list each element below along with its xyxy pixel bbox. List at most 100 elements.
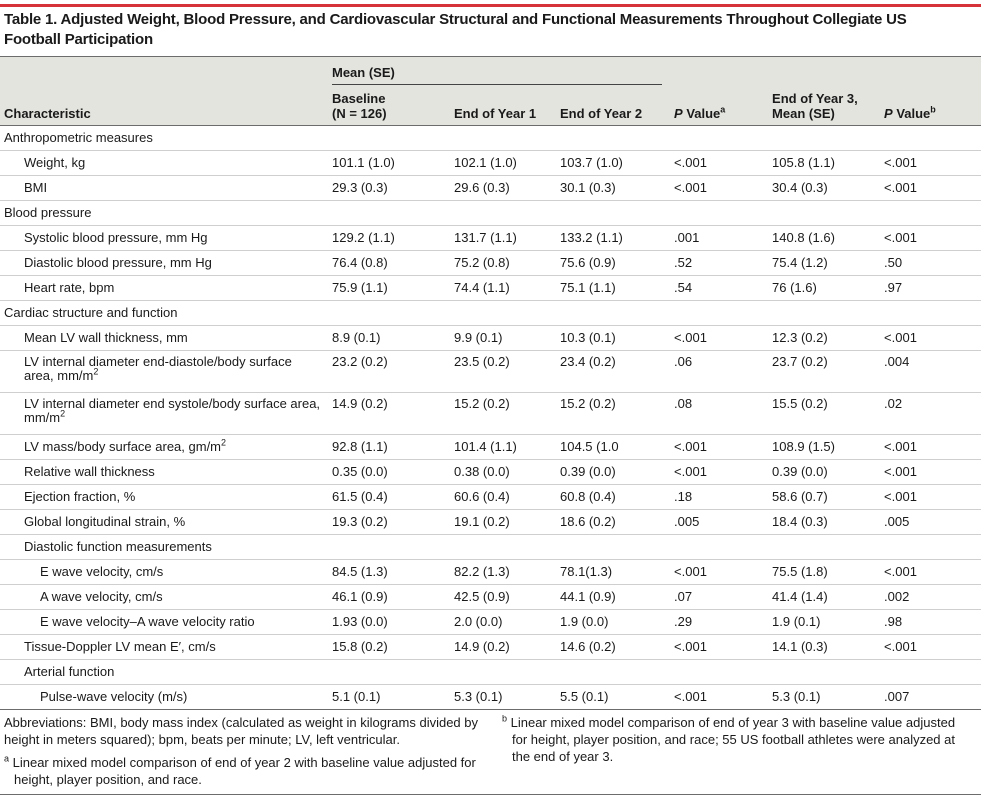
cell-pvalue-b <box>880 534 981 560</box>
cell-baseline: 46.1 (0.9) <box>328 584 450 610</box>
header-pvalue-b-rest: Value <box>892 106 931 121</box>
data-table: Mean (SE) Characteristic Baseline (N = 1… <box>0 57 981 710</box>
header-year3: End of Year 3, Mean (SE) <box>768 89 881 126</box>
cell-baseline: 84.5 (1.3) <box>328 559 450 585</box>
table-row: LV mass/body surface area, gm/m2 92.8 (1.… <box>0 434 981 460</box>
table-row: Cardiac structure and function <box>0 300 981 326</box>
header-pvalue-b: P Valueb <box>880 89 981 126</box>
cell-baseline: 76.4 (0.8) <box>328 250 450 276</box>
row-label: A wave velocity, cm/s <box>40 589 163 604</box>
cell-year2: 104.5 (1.0 <box>556 434 671 460</box>
cell-pvalue-b: <.001 <box>880 634 981 660</box>
row-label: Mean LV wall thickness, mm <box>24 330 188 345</box>
cell-pvalue-a <box>670 659 769 685</box>
table-row: Arterial function <box>0 659 981 685</box>
row-label: Diastolic blood pressure, mm Hg <box>24 255 212 270</box>
header-baseline: Baseline (N = 126) <box>328 89 450 126</box>
cell-year3: 140.8 (1.6) <box>768 225 881 251</box>
bottom-rule <box>0 794 981 795</box>
cell-baseline: 19.3 (0.2) <box>328 509 450 535</box>
cell-year2: 14.6 (0.2) <box>556 634 671 660</box>
cell-year2: 75.6 (0.9) <box>556 250 671 276</box>
row-label: Anthropometric measures <box>4 130 153 145</box>
cell-year3 <box>768 534 881 560</box>
cell-baseline: 5.1 (0.1) <box>328 684 450 710</box>
row-characteristic: E wave velocity, cm/s <box>0 559 328 585</box>
header-baseline-line1: Baseline <box>332 91 386 106</box>
row-characteristic: Cardiac structure and function <box>0 300 328 326</box>
row-label: LV mass/body surface area, gm/m <box>24 439 222 454</box>
cell-pvalue-a: <.001 <box>670 559 769 585</box>
row-characteristic: E wave velocity–A wave velocity ratio <box>0 609 328 635</box>
cell-year3: 58.6 (0.7) <box>768 484 881 510</box>
row-label: BMI <box>24 180 48 195</box>
header-baseline-line2: (N = 126) <box>332 106 387 121</box>
cell-pvalue-a: <.001 <box>670 150 769 176</box>
cell-baseline <box>328 200 450 226</box>
cell-pvalue-a: <.001 <box>670 325 769 351</box>
header-pvalue-a-rest: Value <box>682 106 721 121</box>
cell-year3: 5.3 (0.1) <box>768 684 881 710</box>
table-row: Global longitudinal strain, % 19.3 (0.2) 1… <box>0 509 981 535</box>
row-label: E wave velocity, cm/s <box>40 564 164 579</box>
cell-year3: 76 (1.6) <box>768 275 881 301</box>
cell-pvalue-b: <.001 <box>880 150 981 176</box>
cell-year3: 75.5 (1.8) <box>768 559 881 585</box>
cell-year2: 10.3 (0.1) <box>556 325 671 351</box>
row-characteristic: Mean LV wall thickness, mm <box>0 325 328 351</box>
cell-year1: 15.2 (0.2) <box>450 392 556 435</box>
row-label: LV internal diameter end-diastole/body s… <box>24 354 292 383</box>
cell-year1 <box>450 200 556 226</box>
cell-pvalue-a: <.001 <box>670 634 769 660</box>
table-row: BMI 29.3 (0.3) 29.6 (0.3) 30.1 (0.3) <.001 30… <box>0 175 981 201</box>
table-row: Diastolic blood pressure, mm Hg 76.4 (0.8… <box>0 250 981 276</box>
row-label: Arterial function <box>24 664 115 679</box>
row-label: Cardiac structure and function <box>4 305 178 320</box>
cell-baseline: 75.9 (1.1) <box>328 275 450 301</box>
row-label: Blood pressure <box>4 205 92 220</box>
footnote-b: b Linear mixed model comparison of end o… <box>502 714 972 765</box>
footnote-a-mark: a <box>4 753 10 764</box>
cell-year3: 105.8 (1.1) <box>768 150 881 176</box>
cell-year3 <box>768 659 881 685</box>
cell-year2 <box>556 200 671 226</box>
table-row: E wave velocity–A wave velocity ratio 1.9… <box>0 609 981 635</box>
row-characteristic: Global longitudinal strain, % <box>0 509 328 535</box>
cell-year1: 0.38 (0.0) <box>450 459 556 485</box>
cell-pvalue-a <box>670 534 769 560</box>
cell-year3 <box>768 300 881 326</box>
header-pvalue-a: P Valuea <box>670 89 769 126</box>
cell-year3: 14.1 (0.3) <box>768 634 881 660</box>
cell-pvalue-a: .07 <box>670 584 769 610</box>
row-label: Weight, kg <box>24 155 86 170</box>
table-row: Mean LV wall thickness, mm 8.9 (0.1) 9.9 (… <box>0 325 981 351</box>
footnote-a: a Linear mixed model comparison of end o… <box>4 754 489 788</box>
row-characteristic: Weight, kg <box>0 150 328 176</box>
cell-baseline: 101.1 (1.0) <box>328 150 450 176</box>
row-characteristic: LV internal diameter end-diastole/body s… <box>0 350 328 393</box>
cell-year1 <box>450 534 556 560</box>
cell-year1 <box>450 300 556 326</box>
cell-pvalue-b: <.001 <box>880 484 981 510</box>
cell-pvalue-a: .005 <box>670 509 769 535</box>
cell-year1: 29.6 (0.3) <box>450 175 556 201</box>
cell-baseline: 1.93 (0.0) <box>328 609 450 635</box>
header-mean-se-group: Mean (SE) <box>328 57 671 89</box>
cell-year2: 23.4 (0.2) <box>556 350 671 393</box>
cell-pvalue-b: .007 <box>880 684 981 710</box>
cell-pvalue-b: <.001 <box>880 459 981 485</box>
row-label: Pulse-wave velocity (m/s) <box>40 689 188 704</box>
header-pvalue-b-p: P <box>884 106 893 121</box>
header-blank <box>880 57 981 89</box>
cell-pvalue-b <box>880 200 981 226</box>
cell-year3: 75.4 (1.2) <box>768 250 881 276</box>
table-row: Blood pressure <box>0 200 981 226</box>
cell-year1: 14.9 (0.2) <box>450 634 556 660</box>
cell-year1: 75.2 (0.8) <box>450 250 556 276</box>
cell-pvalue-b: <.001 <box>880 175 981 201</box>
cell-pvalue-a: .001 <box>670 225 769 251</box>
header-mean-se-label: Mean (SE) <box>332 65 662 85</box>
row-characteristic: Diastolic blood pressure, mm Hg <box>0 250 328 276</box>
cell-year1: 5.3 (0.1) <box>450 684 556 710</box>
table-row: Anthropometric measures <box>0 125 981 151</box>
